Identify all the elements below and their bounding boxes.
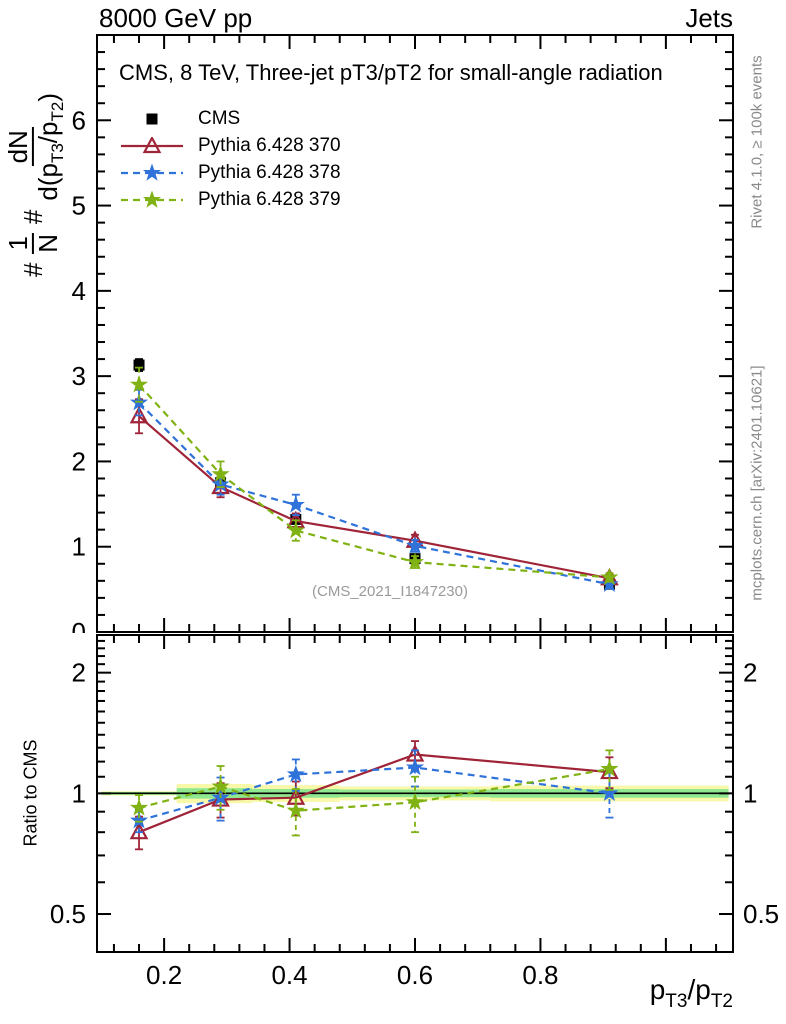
legend-item-pythia-370: Pythia 6.428 370 bbox=[118, 132, 341, 159]
data-point bbox=[142, 163, 162, 181]
legend-label: Pythia 6.428 379 bbox=[198, 188, 341, 210]
tick-label: 1 bbox=[72, 778, 86, 808]
hash-sign: # bbox=[17, 262, 48, 278]
tick-label: 0.6 bbox=[397, 960, 433, 990]
tick-label: 6 bbox=[72, 105, 86, 135]
data-point bbox=[129, 821, 149, 840]
data-point bbox=[129, 375, 149, 393]
legend-label: CMS bbox=[198, 107, 241, 129]
data-point bbox=[211, 464, 230, 482]
data-point bbox=[129, 811, 149, 829]
data-point bbox=[211, 776, 230, 795]
series-line bbox=[138, 766, 610, 822]
tick-label: 1 bbox=[72, 532, 86, 562]
data-point bbox=[286, 495, 305, 513]
series-pythia-378-main bbox=[129, 388, 619, 592]
legend-item-pythia-379: Pythia 6.428 379 bbox=[118, 186, 341, 213]
rivet-version-note: Rivet 4.1.0, ≥ 100k events bbox=[748, 55, 766, 229]
legend-item-pythia-378: Pythia 6.428 378 bbox=[118, 159, 341, 186]
series-line bbox=[138, 401, 610, 586]
legend-label: Pythia 6.428 370 bbox=[198, 134, 341, 156]
tick-label: 1 bbox=[743, 778, 757, 808]
star-marker-icon bbox=[121, 163, 183, 181]
data-point bbox=[600, 783, 619, 802]
tick-label: 4 bbox=[72, 276, 86, 306]
axis-ticks bbox=[97, 35, 733, 952]
data-point bbox=[142, 136, 162, 153]
main-y-axis-label: # 1 N # dN d(pT3/pT2) bbox=[2, 92, 67, 278]
data-point bbox=[142, 190, 162, 208]
fraction-dN-over-dpt: dN d(pT3/pT2) bbox=[2, 92, 67, 201]
tick-label: 3 bbox=[72, 361, 86, 391]
data-point bbox=[405, 792, 425, 810]
beam-energy-label: 8000 GeV pp bbox=[99, 3, 253, 33]
main-y-labels: 0 1 2 3 4 5 6 bbox=[72, 105, 86, 647]
tick-label: 0.5 bbox=[50, 899, 86, 929]
legend-label: Pythia 6.428 378 bbox=[198, 161, 341, 183]
x-axis-label: pT3/pT2 bbox=[649, 974, 733, 1012]
series-line bbox=[138, 415, 610, 580]
tick-label: 2 bbox=[72, 658, 86, 688]
data-point bbox=[146, 113, 158, 124]
tick-label: 2 bbox=[72, 446, 86, 476]
series-pythia-379-main bbox=[129, 366, 619, 586]
hash-sign: # bbox=[17, 209, 48, 225]
cms-marker-icon bbox=[146, 113, 158, 124]
data-point bbox=[600, 574, 619, 592]
series-line bbox=[138, 767, 610, 812]
axis-tick-labels: 0 1 2 3 4 5 6 0.5 0.5 1 1 2 2 0.2 0.4 0.6 0.8 bbox=[50, 105, 779, 990]
data-point bbox=[405, 757, 425, 776]
data-point bbox=[600, 759, 619, 777]
data-point bbox=[129, 798, 149, 816]
data-point bbox=[133, 359, 145, 371]
fraction-1-over-N: 1 N bbox=[2, 233, 63, 254]
tick-label: 0.2 bbox=[146, 960, 182, 990]
ratio-y-axis-label: Ratio to CMS bbox=[20, 739, 41, 847]
data-point bbox=[405, 552, 425, 570]
series-line bbox=[138, 383, 610, 579]
star-marker-icon bbox=[121, 190, 183, 208]
series-pythia-370-main bbox=[129, 398, 619, 586]
data-point bbox=[286, 764, 305, 783]
tick-label: 0.8 bbox=[522, 960, 558, 990]
tick-label: 2 bbox=[743, 658, 757, 688]
plot-title: CMS, 8 TeV, Three-jet pT3/pT2 for small-… bbox=[119, 60, 663, 85]
analysis-watermark: (CMS_2021_I1847230) bbox=[312, 583, 468, 600]
tick-label: 0.4 bbox=[271, 960, 307, 990]
process-label: Jets bbox=[685, 3, 733, 33]
tick-label: 5 bbox=[72, 191, 86, 221]
mcplots-arxiv-note: mcplots.cern.ch [arXiv:2401.10621] bbox=[748, 365, 766, 601]
data-point bbox=[286, 520, 305, 539]
triangle-marker-icon bbox=[121, 136, 183, 153]
legend: CMS Pythia 6.428 370 Pythia 6.428 378 Py… bbox=[118, 105, 341, 213]
data-point bbox=[600, 567, 619, 586]
series-pythia-379-ratio bbox=[129, 749, 619, 837]
data-point bbox=[405, 536, 425, 554]
tick-label: 0.5 bbox=[743, 899, 779, 929]
legend-item-cms: CMS bbox=[118, 105, 341, 132]
tick-label: 0 bbox=[72, 617, 86, 647]
data-point bbox=[286, 801, 305, 819]
